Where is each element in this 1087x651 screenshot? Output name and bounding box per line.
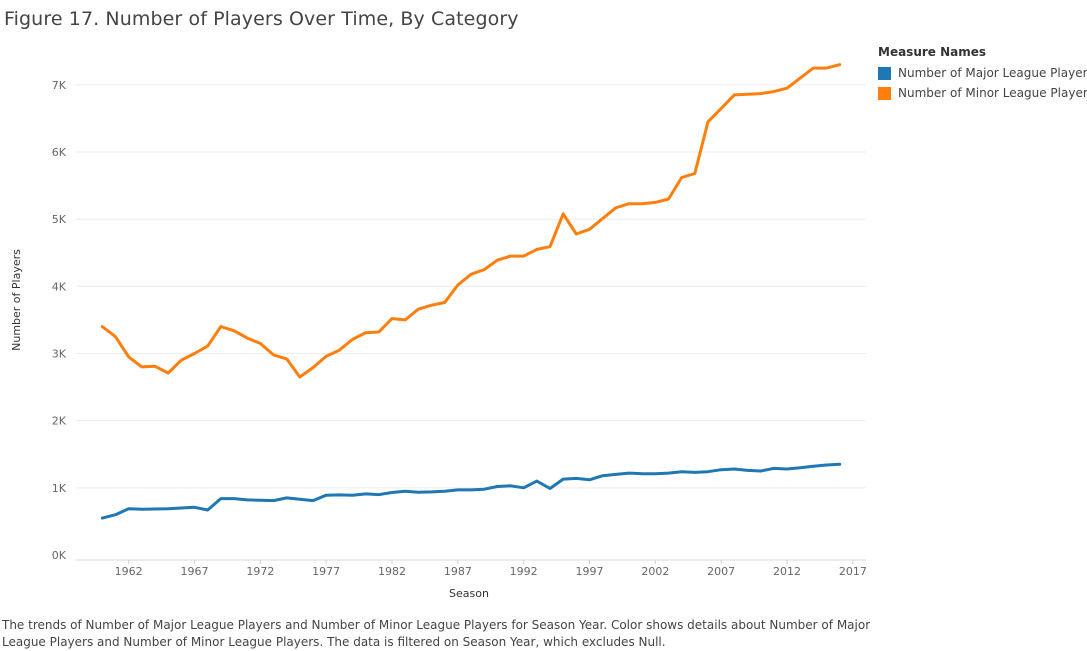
y-tick-label: 1K	[52, 482, 67, 495]
x-tick-label: 1962	[115, 565, 143, 578]
y-tick-label: 3K	[52, 348, 67, 361]
y-tick-label: 0K	[52, 549, 67, 562]
series-line-minor-league[interactable]	[100, 63, 842, 379]
chart-caption: The trends of Number of Major League Pla…	[2, 618, 871, 649]
y-tick-label: 2K	[52, 415, 67, 428]
legend-title: Measure Names	[878, 45, 987, 59]
y-tick-label: 7K	[52, 79, 67, 92]
x-tick-label: 1972	[246, 565, 274, 578]
y-tick-label: 6K	[52, 146, 67, 159]
x-tick-label: 1992	[510, 565, 538, 578]
x-tick-label: 1977	[312, 565, 340, 578]
legend-swatch-major	[878, 66, 891, 80]
x-axis-title: Season	[449, 587, 489, 600]
legend-item-major[interactable]: Number of Major League Players	[878, 63, 1087, 83]
x-tick-label: 2007	[707, 565, 735, 578]
y-axis-title: Number of Players	[10, 249, 23, 351]
series-line-major-league[interactable]	[100, 462, 842, 520]
y-axis: 0K 1K 2K 3K 4K 5K 6K 7K	[52, 79, 67, 562]
x-tick-label: 2012	[773, 565, 801, 578]
grid-lines	[76, 84, 866, 489]
y-tick-label: 4K	[52, 280, 67, 293]
x-tick-label: 2017	[839, 565, 867, 578]
series-lines	[100, 63, 842, 520]
chart-title: Figure 17. Number of Players Over Time, …	[4, 8, 519, 30]
x-tick-label: 1982	[378, 565, 406, 578]
x-tick-label: 1967	[181, 565, 209, 578]
y-tick-label: 5K	[52, 213, 67, 226]
x-tick-label: 1997	[576, 565, 604, 578]
legend-item-minor[interactable]: Number of Minor League Players	[878, 83, 1087, 103]
legend-label-minor: Number of Minor League Players	[898, 86, 1087, 100]
legend: Measure Names Number of Major League Pla…	[878, 45, 1087, 103]
x-tick-label: 1987	[444, 565, 472, 578]
x-axis: 1962 1967 1972 1977 1982 1987 1992 1997 2002 2007…	[76, 559, 867, 578]
legend-label-major: Number of Major League Players	[898, 66, 1087, 80]
x-tick-label: 2002	[641, 565, 669, 578]
legend-swatch-minor	[878, 86, 891, 100]
line-chart: 0K 1K 2K 3K 4K 5K 6K 7K 1962 1967 1972 1977 1982 198…	[10, 63, 867, 600]
